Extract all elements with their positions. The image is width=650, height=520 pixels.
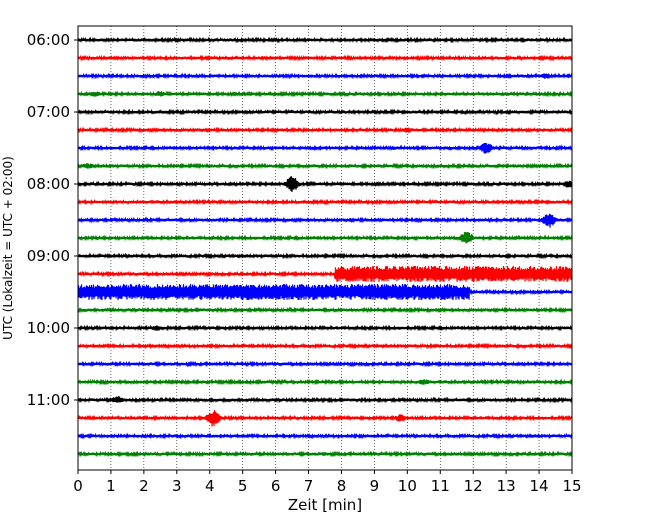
trace-0900 xyxy=(77,252,573,260)
x-tick-label: 5 xyxy=(238,477,248,495)
grid-lines xyxy=(110,26,540,470)
x-tick-label: 14 xyxy=(530,477,549,495)
trace-1115 xyxy=(77,410,573,427)
trace-0845 xyxy=(77,232,573,244)
trace-0730 xyxy=(77,142,573,154)
x-tick-label: 8 xyxy=(337,477,347,495)
y-tick-label: 08:00 xyxy=(27,175,70,193)
trace-1030 xyxy=(77,360,573,368)
trace-0815 xyxy=(77,198,573,206)
seismic-traces xyxy=(77,36,573,458)
x-tick-label: 11 xyxy=(431,477,450,495)
y-tick-label: 11:00 xyxy=(27,391,70,409)
trace-1045 xyxy=(77,378,573,386)
x-tick-label: 0 xyxy=(73,477,83,495)
y-tick-label: 07:00 xyxy=(27,103,70,121)
x-tick-label: 9 xyxy=(370,477,380,495)
y-tick-label: 10:00 xyxy=(27,319,70,337)
trace-1130 xyxy=(77,432,573,440)
x-tick-label: 2 xyxy=(139,477,149,495)
trace-0830 xyxy=(77,213,573,228)
trace-0700 xyxy=(77,108,573,116)
trace-1015 xyxy=(77,342,573,350)
trace-0645 xyxy=(77,90,573,98)
trace-1145 xyxy=(77,450,573,458)
trace-0915 xyxy=(77,266,573,283)
trace-0930 xyxy=(77,283,573,301)
x-tick-label: 13 xyxy=(497,477,516,495)
y-tick-label: 06:00 xyxy=(27,31,70,49)
trace-0945 xyxy=(77,306,573,314)
trace-0715 xyxy=(77,126,573,134)
trace-1000 xyxy=(77,324,573,332)
trace-0615 xyxy=(77,54,573,62)
x-axis-label: Zeit [min] xyxy=(288,496,362,514)
x-tick-label: 1 xyxy=(106,477,116,495)
x-axis: 0 1 2 3 4 5 6 7 8 9 10 11 12 13 14 15 xyxy=(73,470,582,495)
x-tick-label: 3 xyxy=(172,477,182,495)
y-axis-label: UTC (Lokalzeit = UTC + 02:00) xyxy=(1,156,15,340)
trace-0800 xyxy=(77,176,573,192)
x-tick-label: 6 xyxy=(271,477,281,495)
x-tick-label: 4 xyxy=(205,477,215,495)
y-axis: 06:00 07:00 08:00 09:00 10:00 11:00 xyxy=(27,31,78,409)
y-tick-label: 09:00 xyxy=(27,247,70,265)
trace-1100 xyxy=(77,396,573,404)
plot-frame xyxy=(77,25,573,471)
trace-0600 xyxy=(77,36,573,44)
x-tick-label: 15 xyxy=(562,477,581,495)
x-tick-label: 12 xyxy=(464,477,483,495)
x-tick-label: 10 xyxy=(398,477,417,495)
trace-0630 xyxy=(77,72,573,80)
trace-0745 xyxy=(77,162,573,170)
x-tick-label: 7 xyxy=(304,477,314,495)
